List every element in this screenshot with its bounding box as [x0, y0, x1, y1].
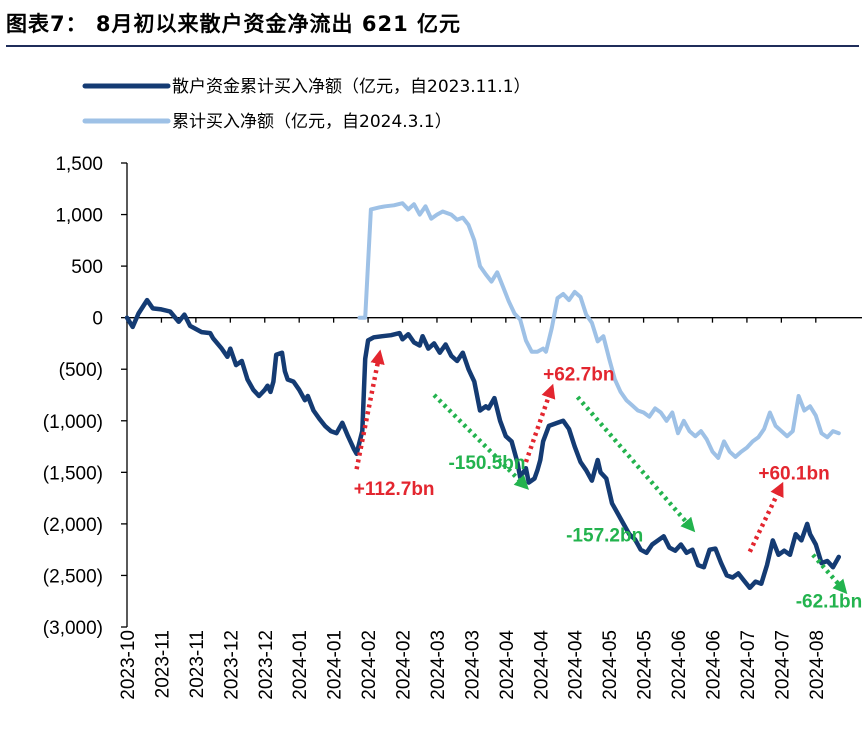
title-divider: [6, 45, 859, 47]
annotation-label-2: -150.5bn: [448, 453, 525, 474]
x-tick-label: 2023-10: [118, 630, 139, 700]
annotations: +112.7bn -150.5bn +62.7bn -157.2bn +60.1bn -6…: [354, 349, 863, 612]
x-tick-label: 2024-04: [497, 630, 518, 700]
legend-label-2: 累计买入净额（亿元，自2024.3.1）: [172, 112, 452, 132]
series-line-1: [124, 297, 842, 591]
x-tick-label: 2023-11: [152, 630, 173, 698]
y-tick-label: (1,000): [43, 412, 103, 433]
x-tick-label: 2023-11: [187, 630, 208, 698]
x-tick-label: 2024-01: [325, 630, 346, 700]
x-tick-label: 2024-05: [635, 630, 656, 700]
y-tick-label: 500: [71, 257, 103, 278]
annotation-label-6: -62.1bn: [796, 591, 863, 612]
plot-area: [124, 201, 842, 591]
legend-label-1: 散户资金累计买入净额（亿元，自2023.11.1）: [172, 77, 531, 97]
y-tick-label: 0: [92, 309, 103, 330]
series-line-2: [357, 201, 841, 460]
x-tick-label: 2024-07: [772, 630, 793, 700]
x-tick-label: 2024-03: [428, 630, 449, 700]
y-tick-label: (1,500): [43, 463, 103, 484]
annotation-label-4: -157.2bn: [566, 525, 643, 546]
y-tick-label: (500): [59, 360, 103, 381]
y-axis: 1,500 1,000 500 0 (500) (1,000) (1,500) (2,000)…: [43, 154, 128, 639]
x-tick-label: 2024-04: [531, 630, 552, 700]
annotation-arrow-2: [432, 393, 529, 490]
annotation-label-3: +62.7bn: [543, 365, 614, 386]
x-tick-label: 2023-12: [256, 630, 277, 700]
y-tick-label: 1,500: [55, 154, 103, 175]
x-tick-label: 2024-08: [807, 630, 828, 700]
annotation-arrow-6: [811, 553, 848, 595]
y-tick-label: 1,000: [55, 206, 103, 227]
page-title: 图表7： 8月初以来散户资金净流出 621 亿元: [6, 12, 461, 36]
annotation-arrow-1: [354, 349, 385, 470]
annotation-arrow-3: [523, 383, 556, 463]
y-tick-label: (2,500): [43, 566, 103, 587]
x-tick-label: 2024-02: [394, 630, 415, 700]
annotation-arrow-4: [575, 395, 696, 533]
x-tick-label: 2024-02: [359, 630, 380, 700]
annotation-arrow-5: [747, 481, 784, 553]
x-tick-label: 2024-01: [290, 630, 311, 700]
x-tick-label: 2024-06: [703, 630, 724, 700]
x-tick-label: 2023-12: [221, 630, 242, 700]
annotation-label-1: +112.7bn: [354, 479, 435, 500]
x-tick-label: 2024-03: [462, 630, 483, 700]
y-tick-label: (3,000): [43, 618, 103, 639]
x-tick-label: 2024-04: [566, 630, 587, 700]
x-tick-label: 2024-07: [738, 630, 759, 700]
annotation-label-5: +60.1bn: [758, 464, 829, 485]
y-tick-label: (2,000): [43, 515, 103, 536]
x-tick-label: 2024-06: [669, 630, 690, 700]
x-axis: 2023-10 2023-11 2023-11 2023-12 2023-12 2024-…: [118, 317, 862, 700]
legend: 散户资金累计买入净额（亿元，自2023.11.1） 累计买入净额（亿元，自2024…: [82, 77, 531, 132]
x-tick-label: 2024-05: [600, 630, 621, 700]
